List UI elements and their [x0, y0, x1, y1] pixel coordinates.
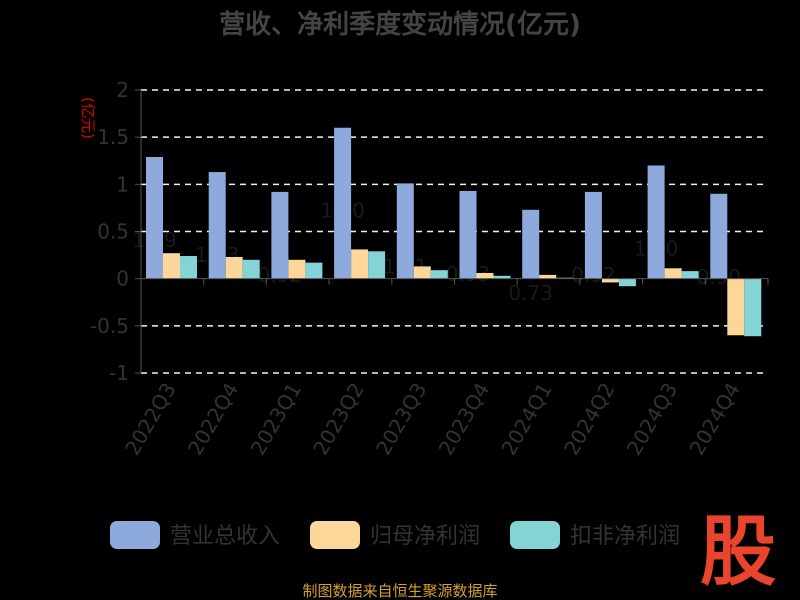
grid-lines [141, 89, 768, 374]
x-tick-label: 2023Q2 [308, 379, 368, 460]
y-tick-label: 1 [116, 172, 129, 196]
bar-营业总收入-2024Q4 [710, 193, 728, 279]
y-tick-label: -0.5 [90, 314, 129, 338]
x-tick-label: 2024Q3 [622, 379, 682, 460]
bar-扣非净利润-2022Q4 [242, 259, 260, 279]
legend-swatch [310, 521, 360, 549]
bar-归母净利润-2024Q1 [539, 274, 557, 279]
x-tick-label: 2024Q4 [685, 379, 745, 460]
legend-swatch [110, 521, 160, 549]
bar-营业总收入-2022Q4 [208, 172, 226, 279]
bar-扣非净利润-2023Q4 [493, 275, 511, 279]
bar-归母净利润-2023Q1 [288, 259, 306, 279]
data-label: 0.73 [508, 281, 553, 305]
x-axis-ticks: 2022Q3 2022Q4 2023Q1 2023Q2 2023Q3 2023Q4 2024… [120, 278, 769, 460]
bar-营业总收入-2024Q2 [584, 191, 602, 279]
x-tick-label: 2024Q1 [496, 379, 556, 460]
x-tick-label: 2023Q4 [434, 379, 494, 460]
bar-营业总收入-2023Q2 [334, 127, 352, 279]
bar-扣非净利润-2023Q2 [368, 251, 386, 279]
legend-label: 归母净利润 [370, 524, 480, 549]
y-tick-label: -1 [109, 361, 129, 385]
legend-label: 扣非净利润 [570, 524, 680, 549]
x-tick-label: 2024Q2 [559, 379, 619, 460]
y-tick-label: 0.5 [97, 220, 129, 244]
source-note: 制图数据来自恒生聚源数据库 [302, 582, 497, 600]
bar-归母净利润-2023Q3 [413, 266, 431, 279]
bar-归母净利润-2023Q2 [351, 249, 369, 279]
x-tick-label: 2023Q1 [246, 379, 306, 460]
bar-营业总收入-2023Q4 [459, 190, 477, 279]
bar-扣非净利润-2023Q1 [305, 262, 323, 279]
bar-归母净利润-2024Q4 [727, 278, 745, 336]
bar-归母净利润-2024Q2 [601, 278, 619, 283]
bar-营业总收入-2024Q3 [647, 165, 665, 279]
bar-扣非净利润-2024Q3 [681, 271, 699, 279]
bar-营业总收入-2023Q3 [396, 183, 414, 279]
chart-title: 营收、净利季度变动情况(亿元) [219, 9, 581, 40]
y-axis-ticks: 2 1.5 1 0.5 0 -0.5 -1 [90, 78, 141, 385]
x-tick-label: 2022Q4 [183, 379, 243, 460]
bar-归母净利润-2024Q3 [664, 268, 682, 279]
bar-营业总收入-2023Q1 [271, 191, 289, 279]
bar-归母净利润-2023Q4 [476, 273, 494, 279]
bar-营业总收入-2024Q1 [522, 209, 540, 279]
bars [146, 127, 762, 337]
bar-归母净利润-2022Q3 [163, 253, 180, 279]
bar-扣非净利润-2024Q4 [744, 278, 762, 337]
y-axis-unit-label: (亿元) [79, 97, 97, 139]
bar-扣非净利润-2022Q3 [180, 256, 197, 279]
legend-swatch [510, 521, 560, 549]
logo-mark: 股 [700, 507, 776, 596]
y-tick-label: 1.5 [97, 125, 129, 149]
y-tick-label: 0 [116, 267, 129, 291]
y-tick-label: 2 [116, 78, 129, 102]
bar-归母净利润-2022Q4 [225, 256, 243, 279]
bar-扣非净利润-2023Q3 [430, 270, 448, 279]
bar-营业总收入-2022Q3 [146, 156, 163, 279]
legend-label: 营业总收入 [170, 524, 280, 549]
x-tick-label: 2022Q3 [120, 379, 180, 460]
x-tick-label: 2023Q3 [371, 379, 431, 460]
bar-扣非净利润-2024Q2 [618, 278, 636, 287]
legend: 营业总收入 归母净利润 扣非净利润 [110, 521, 680, 549]
